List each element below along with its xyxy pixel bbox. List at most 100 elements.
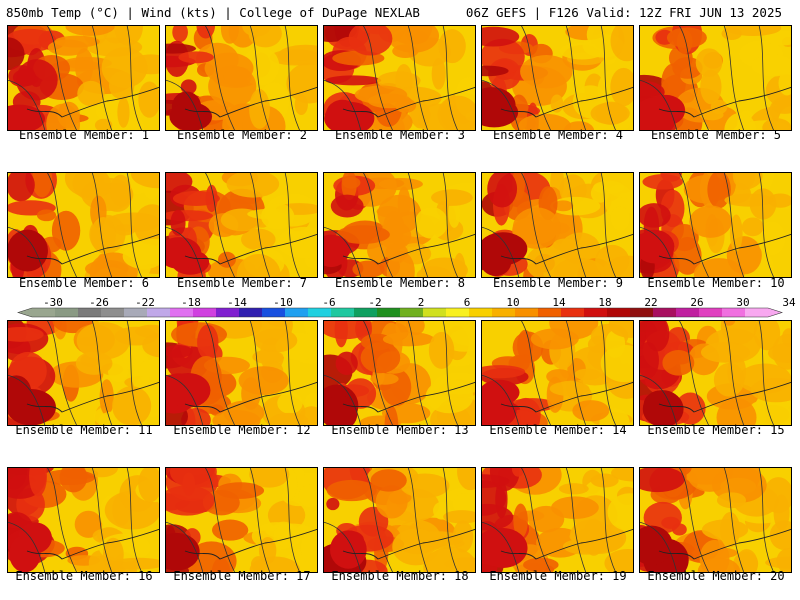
temperature-map-11 — [7, 320, 160, 426]
ensemble-panel-13 — [323, 320, 476, 426]
colorbar-tick-label: 34 — [782, 296, 796, 309]
colorbar-swatch-9 — [239, 308, 263, 317]
header-right-title: 06Z GEFS | F126 Valid: 12Z FRI JUN 13 20… — [465, 5, 782, 20]
colorbar-swatch-23 — [561, 308, 585, 317]
colorbar-swatch-29 — [699, 308, 723, 317]
ensemble-member-label-12: Ensemble Member: 12 — [173, 423, 311, 437]
colorbar-swatch-1 — [55, 308, 79, 317]
colorbar-tick-label: 30 — [736, 296, 749, 309]
colorbar-tick-label: -30 — [43, 296, 63, 309]
colorbar-tick-label: -22 — [135, 296, 155, 309]
temperature-map-5 — [639, 25, 792, 131]
colorbar-swatch-7 — [193, 308, 217, 317]
ensemble-member-label-11: Ensemble Member: 11 — [15, 423, 153, 437]
colorbar-swatch-10 — [262, 308, 286, 317]
colorbar-swatch-28 — [676, 308, 700, 317]
colorbar-swatch-3 — [101, 308, 125, 317]
ensemble-panel-14 — [481, 320, 634, 426]
ensemble-member-label-4: Ensemble Member: 4 — [492, 128, 624, 142]
colorbar-swatch-0 — [32, 308, 56, 317]
colorbar-swatch-6 — [170, 308, 194, 317]
colorbar-tick-label: 22 — [644, 296, 657, 309]
colorbar-tick-label: -26 — [89, 296, 109, 309]
colorbar-swatch-5 — [147, 308, 171, 317]
colorbar-swatch-12 — [308, 308, 332, 317]
ensemble-member-label-15: Ensemble Member: 15 — [647, 423, 785, 437]
colorbar-swatch-30 — [722, 308, 746, 317]
temperature-colorbar: -30-26-22-18-14-10-6-2261014182226303438… — [17, 296, 796, 318]
ensemble-panel-7 — [165, 172, 318, 278]
ensemble-member-label-7: Ensemble Member: 7 — [176, 276, 308, 290]
colorbar-swatch-15 — [377, 308, 401, 317]
colorbar-tick-label: -10 — [273, 296, 293, 309]
colorbar-swatch-4 — [124, 308, 148, 317]
temperature-map-10 — [639, 172, 792, 278]
colorbar-tick-label: 10 — [506, 296, 519, 309]
ensemble-member-label-18: Ensemble Member: 18 — [331, 569, 469, 583]
header-left-title: 850mb Temp (°C) | Wind (kts) | College o… — [6, 5, 420, 20]
colorbar-swatch-11 — [285, 308, 309, 317]
ensemble-panel-6 — [7, 172, 160, 278]
ensemble-panel-11 — [7, 320, 160, 426]
ensemble-member-label-20: Ensemble Member: 20 — [647, 569, 785, 583]
ensemble-panel-18 — [323, 467, 476, 573]
ensemble-panel-20 — [639, 467, 792, 573]
colorbar-tick-label: -18 — [181, 296, 201, 309]
colorbar-swatch-13 — [331, 308, 355, 317]
ensemble-panel-12 — [165, 320, 318, 426]
colorbar-swatch-31 — [745, 308, 769, 317]
colorbar-swatch-24 — [584, 308, 608, 317]
ensemble-panel-10 — [639, 172, 792, 278]
colorbar-tick-label: -2 — [368, 296, 381, 309]
colorbar-right-arrow — [768, 308, 782, 317]
temperature-map-6 — [7, 172, 160, 278]
ensemble-panel-19 — [481, 467, 634, 573]
ensemble-member-label-8: Ensemble Member: 8 — [334, 276, 466, 290]
colorbar-tick-label: -14 — [227, 296, 247, 309]
colorbar-swatch-25 — [607, 308, 631, 317]
colorbar-swatch-8 — [216, 308, 240, 317]
ensemble-member-label-5: Ensemble Member: 5 — [650, 128, 782, 142]
colorbar-swatch-19 — [469, 308, 493, 317]
ensemble-panel-1 — [7, 25, 160, 131]
colorbar-tick-label: 2 — [418, 296, 425, 309]
temperature-map-20 — [639, 467, 792, 573]
ensemble-panel-4 — [481, 25, 634, 131]
temperature-map-16 — [7, 467, 160, 573]
temperature-map-4 — [481, 25, 634, 131]
temperature-map-13 — [323, 320, 476, 426]
ensemble-member-label-13: Ensemble Member: 13 — [331, 423, 469, 437]
temperature-map-17 — [165, 467, 318, 573]
ensemble-panel-3 — [323, 25, 476, 131]
ensemble-member-label-19: Ensemble Member: 19 — [489, 569, 627, 583]
colorbar-left-arrow — [18, 308, 32, 317]
temperature-map-1 — [7, 25, 160, 131]
temperature-map-14 — [481, 320, 634, 426]
colorbar-tick-label: 18 — [598, 296, 611, 309]
ensemble-member-label-10: Ensemble Member: 10 — [647, 276, 785, 290]
ensemble-member-label-2: Ensemble Member: 2 — [176, 128, 308, 142]
ensemble-panel-5 — [639, 25, 792, 131]
temperature-map-15 — [639, 320, 792, 426]
temperature-map-8 — [323, 172, 476, 278]
colorbar-tick-label: -6 — [322, 296, 335, 309]
colorbar-swatch-14 — [354, 308, 378, 317]
colorbar-swatch-27 — [653, 308, 677, 317]
ensemble-member-label-16: Ensemble Member: 16 — [15, 569, 153, 583]
temperature-map-18 — [323, 467, 476, 573]
ensemble-member-label-1: Ensemble Member: 1 — [18, 128, 150, 142]
colorbar-tick-label: 14 — [552, 296, 566, 309]
temperature-map-7 — [165, 172, 318, 278]
temperature-map-3 — [323, 25, 476, 131]
temperature-map-9 — [481, 172, 634, 278]
ensemble-member-label-17: Ensemble Member: 17 — [173, 569, 311, 583]
colorbar-swatch-21 — [515, 308, 539, 317]
colorbar-swatch-20 — [492, 308, 516, 317]
colorbar-swatch-16 — [400, 308, 424, 317]
colorbar-swatch-17 — [423, 308, 447, 317]
temperature-map-12 — [165, 320, 318, 426]
ensemble-panel-8 — [323, 172, 476, 278]
colorbar-tick-label: 6 — [464, 296, 471, 309]
temperature-map-2 — [165, 25, 318, 131]
colorbar-swatch-2 — [78, 308, 102, 317]
